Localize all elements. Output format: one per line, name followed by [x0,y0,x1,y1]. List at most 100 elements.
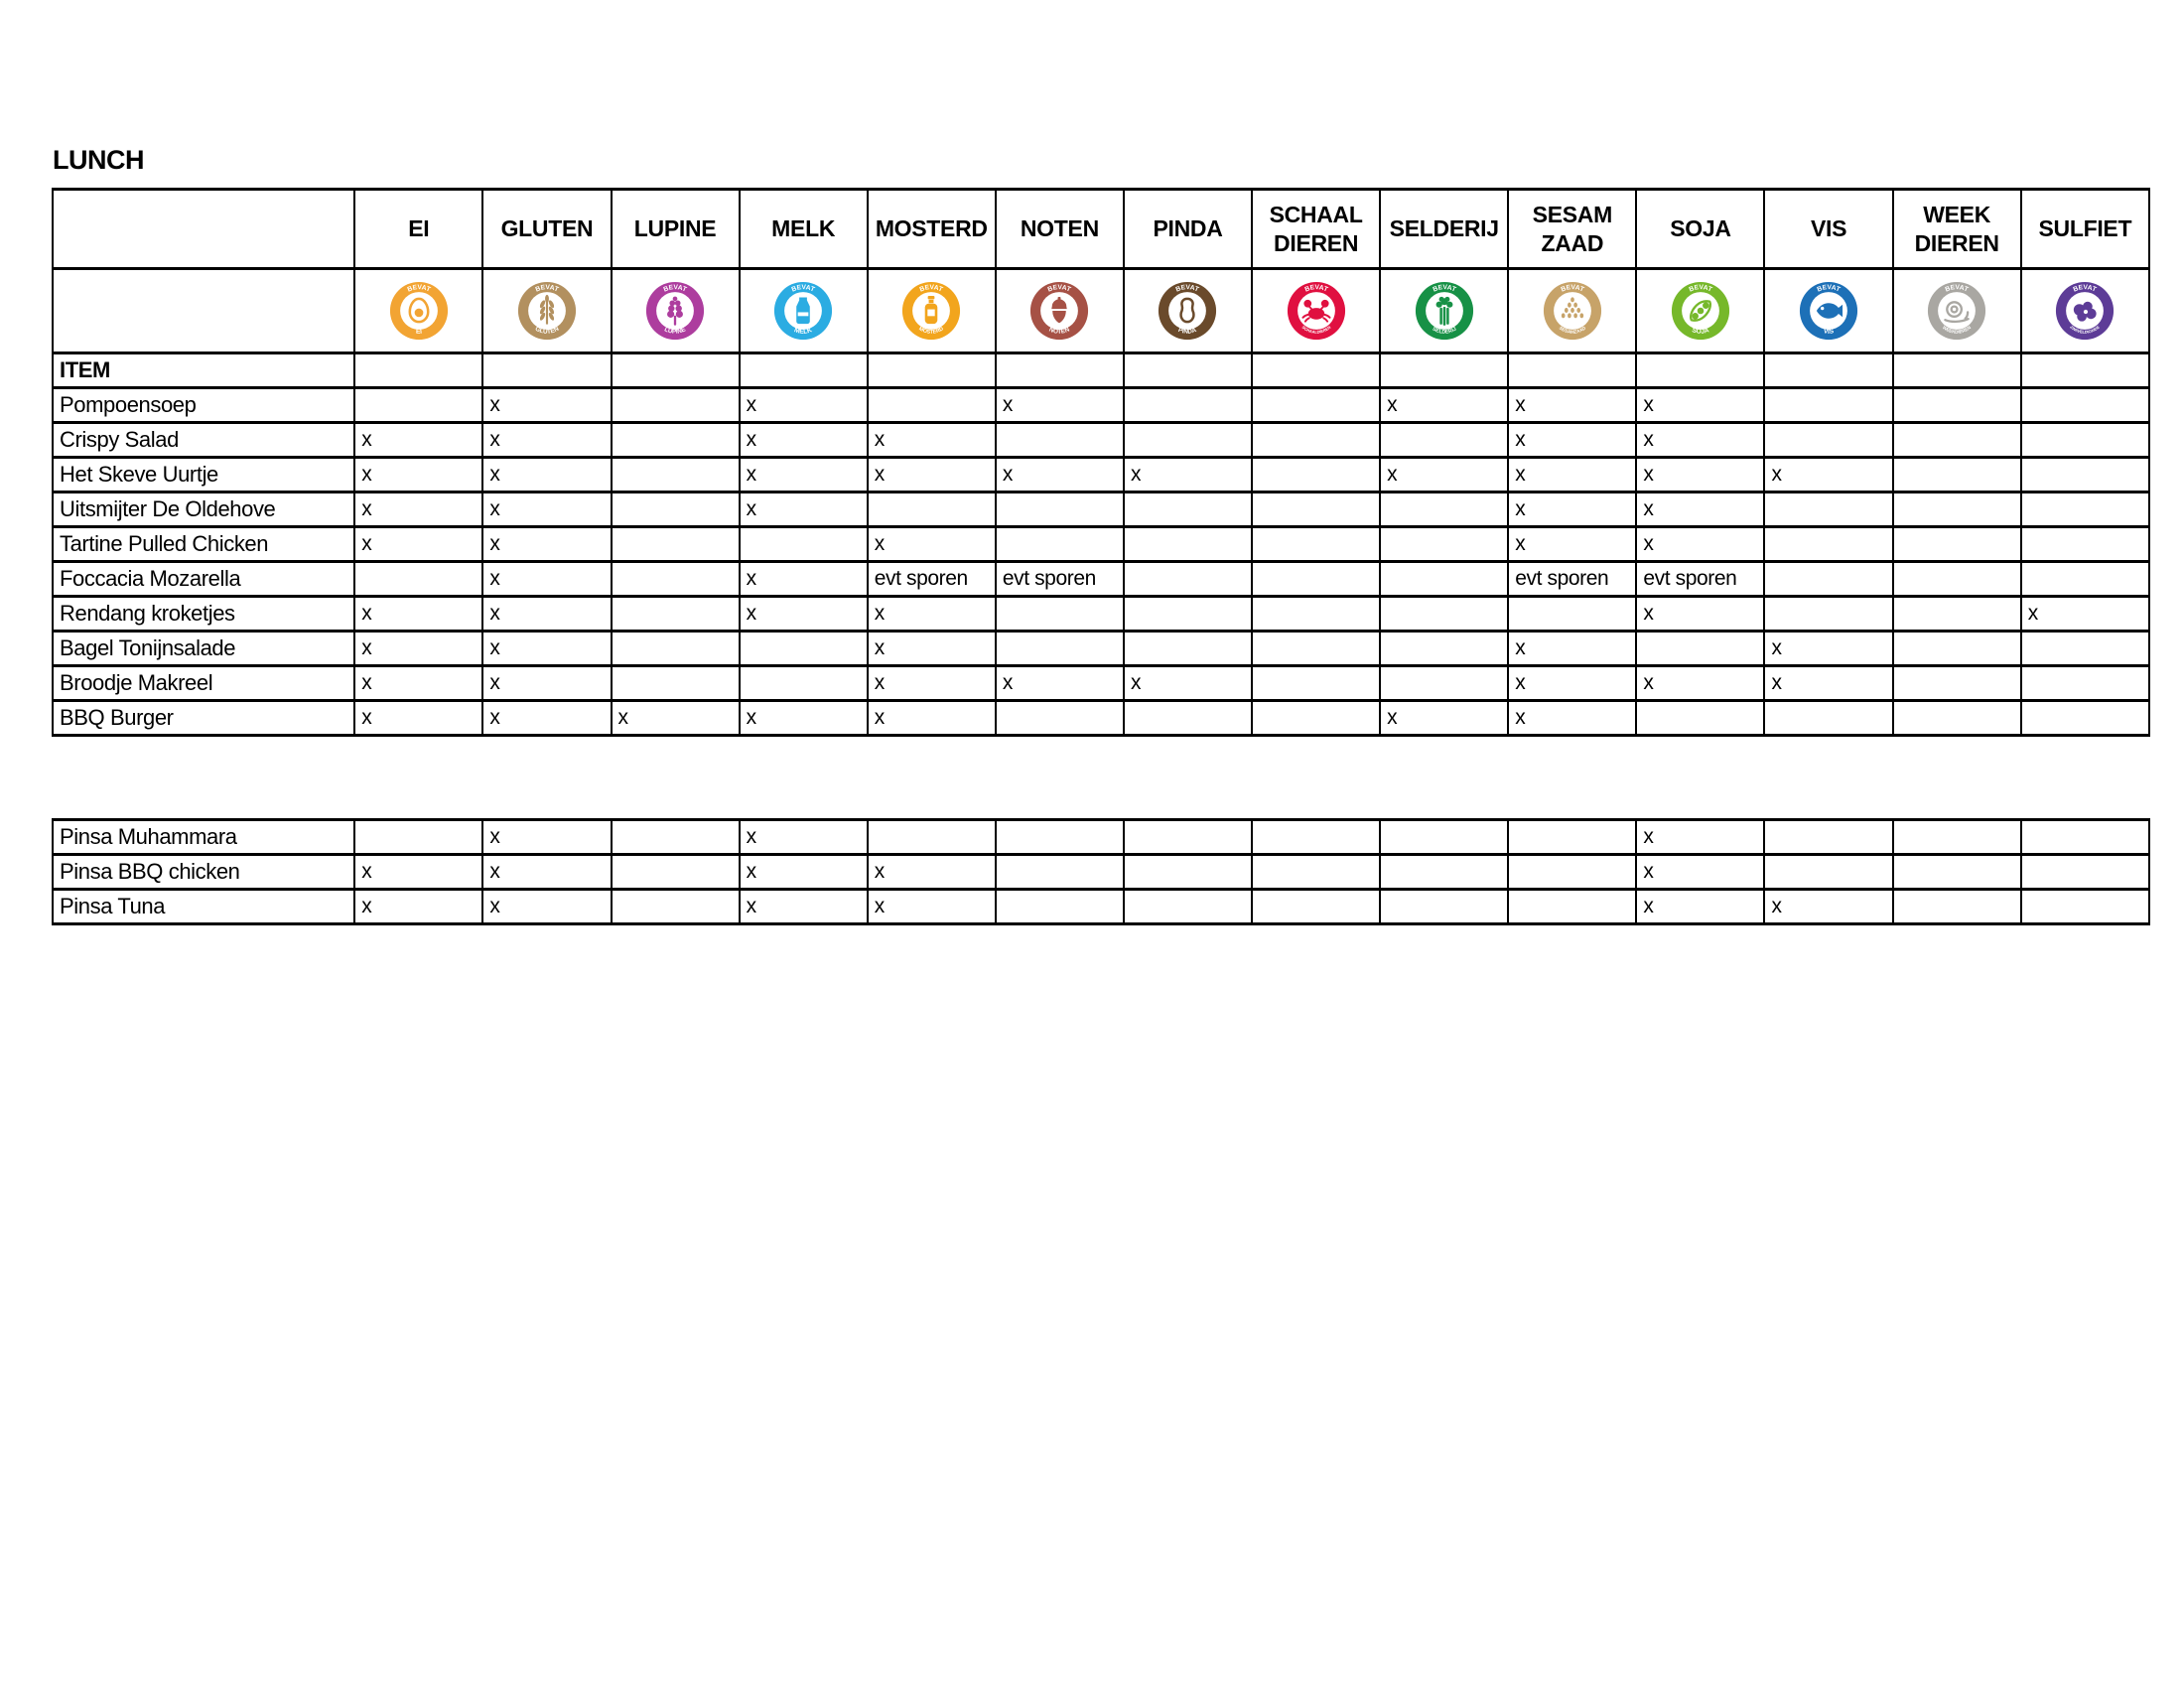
svg-text:BEVAT: BEVAT [1688,284,1713,294]
allergen-cell-ei [353,560,484,598]
allergen-cell-lupine [610,386,741,424]
allergen-cell-sesamzaad: x [1507,630,1638,667]
allergen-cell-weekdieren [1891,491,2022,528]
allergen-cell-pinda [1122,888,1254,925]
allergen-cell-selderij [1379,664,1510,702]
allergen-cell-schaaldieren [1251,818,1382,856]
allergen-cell-ei: x [353,888,484,925]
allergen-cell-gluten: x [481,853,613,891]
allergen-cell-sulfiet [2019,421,2151,459]
allergen-cell-lupine [610,818,741,856]
svg-text:SOJA: SOJA [1691,327,1709,336]
corner-cell [51,188,356,270]
allergen-cell-ei: x [353,853,484,891]
svg-text:BEVAT: BEVAT [534,284,560,294]
allergen-cell-pinda [1122,386,1254,424]
allergen-cell-schaaldieren [1251,456,1382,493]
allergen-cell-soja: x [1635,818,1766,856]
allergen-cell-lupine [610,888,741,925]
icon-cell-schaaldieren: BEVAT SCHAALDIEREN [1251,267,1382,354]
allergen-cell-lupine [610,630,741,667]
column-header-vis: VIS [1763,188,1894,270]
allergen-cell-selderij: x [1379,456,1510,493]
item-name: Pompoensoep [51,386,356,424]
column-header-schaaldieren: SCHAAL DIEREN [1251,188,1382,270]
pinsa-allergen-table: Pinsa Muhammara x x x Pinsa BBQ chicken x x x x x… [51,818,2151,925]
column-header-lupine: LUPINE [610,188,741,270]
allergen-cell-soja [1635,630,1766,667]
allergen-cell-sulfiet [2019,491,2151,528]
allergen-cell-ei: x [353,456,484,493]
empty-cell [738,352,869,389]
allergen-cell-lupine [610,595,741,633]
svg-text:BEVAT: BEVAT [1303,284,1329,294]
table-row: Pinsa BBQ chicken x x x x x [51,853,2151,891]
allergen-cell-sesamzaad [1507,595,1638,633]
item-name: BBQ Burger [51,699,356,737]
allergen-cell-vis: x [1763,664,1894,702]
allergen-cell-mosterd [866,491,997,528]
allergen-cell-lupine [610,421,741,459]
allergen-cell-selderij [1379,491,1510,528]
allergen-cell-schaaldieren [1251,560,1382,598]
allergen-cell-sesamzaad: x [1507,491,1638,528]
pinda-icon: BEVAT PINDA [1159,281,1217,341]
header-row: EI GLUTEN LUPINE MELK MOSTERD NOTEN PINDA SCHAA… [51,188,2151,270]
allergen-cell-noten: x [994,664,1125,702]
allergen-cell-noten [994,421,1125,459]
item-name: Pinsa Muhammara [51,818,356,856]
table-row: Broodje Makreel x x x x x x x x [51,664,2151,702]
allergen-cell-vis: x [1763,456,1894,493]
allergen-cell-ei: x [353,630,484,667]
allergen-cell-schaaldieren [1251,491,1382,528]
empty-cell [353,352,484,389]
allergen-cell-lupine [610,853,741,891]
allergen-cell-sulfiet [2019,853,2151,891]
icon-cell-sesamzaad: BEVAT SESAMZAAD [1507,267,1638,354]
allergen-cell-melk: x [738,386,869,424]
allergen-cell-mosterd [866,386,997,424]
allergen-cell-sulfiet [2019,456,2151,493]
allergen-cell-noten [994,818,1125,856]
icon-row: BEVAT EI BEVAT GLUTEN BEVAT LUPINE BEVAT MELK BE… [51,267,2151,354]
column-header-noten: NOTEN [994,188,1125,270]
allergen-cell-soja: x [1635,525,1766,563]
allergen-cell-noten: x [994,456,1125,493]
allergen-cell-weekdieren [1891,421,2022,459]
column-header-weekdieren: WEEK DIEREN [1891,188,2022,270]
svg-text:SCHAALDIEREN: SCHAALDIEREN [1300,325,1331,335]
allergen-cell-mosterd: x [866,630,997,667]
allergen-cell-selderij [1379,853,1510,891]
allergen-cell-vis: x [1763,630,1894,667]
allergen-cell-soja: x [1635,491,1766,528]
allergen-cell-vis [1763,853,1894,891]
page-title: LUNCH [53,145,145,175]
allergen-cell-schaaldieren [1251,386,1382,424]
allergen-cell-sulfiet [2019,699,2151,737]
allergen-cell-sesamzaad: x [1507,456,1638,493]
icon-cell-noten: BEVAT NOTEN [994,267,1125,354]
allergen-cell-mosterd: x [866,525,997,563]
allergen-cell-schaaldieren [1251,699,1382,737]
selderij-icon: BEVAT SELDERIJ [1415,281,1473,341]
gluten-icon: BEVAT GLUTEN [517,281,576,341]
allergen-cell-weekdieren [1891,630,2022,667]
icon-cell-selderij: BEVAT SELDERIJ [1379,267,1510,354]
svg-text:BEVAT: BEVAT [1175,284,1201,294]
column-header-melk: MELK [738,188,869,270]
item-name: Pinsa Tuna [51,888,356,925]
icon-cell-weekdieren: BEVAT WEEKDIEREN [1891,267,2022,354]
empty-cell [1635,352,1766,389]
icon-cell-gluten: BEVAT GLUTEN [481,267,613,354]
allergen-cell-lupine [610,491,741,528]
schaaldieren-icon: BEVAT SCHAALDIEREN [1287,281,1345,341]
icon-cell-melk: BEVAT MELK [738,267,869,354]
melk-icon: BEVAT MELK [774,281,833,341]
allergen-cell-weekdieren [1891,888,2022,925]
column-header-gluten: GLUTEN [481,188,613,270]
allergen-cell-melk [738,630,869,667]
icon-cell-soja: BEVAT SOJA [1635,267,1766,354]
allergen-cell-vis [1763,560,1894,598]
allergen-cell-gluten: x [481,664,613,702]
allergen-cell-selderij [1379,888,1510,925]
